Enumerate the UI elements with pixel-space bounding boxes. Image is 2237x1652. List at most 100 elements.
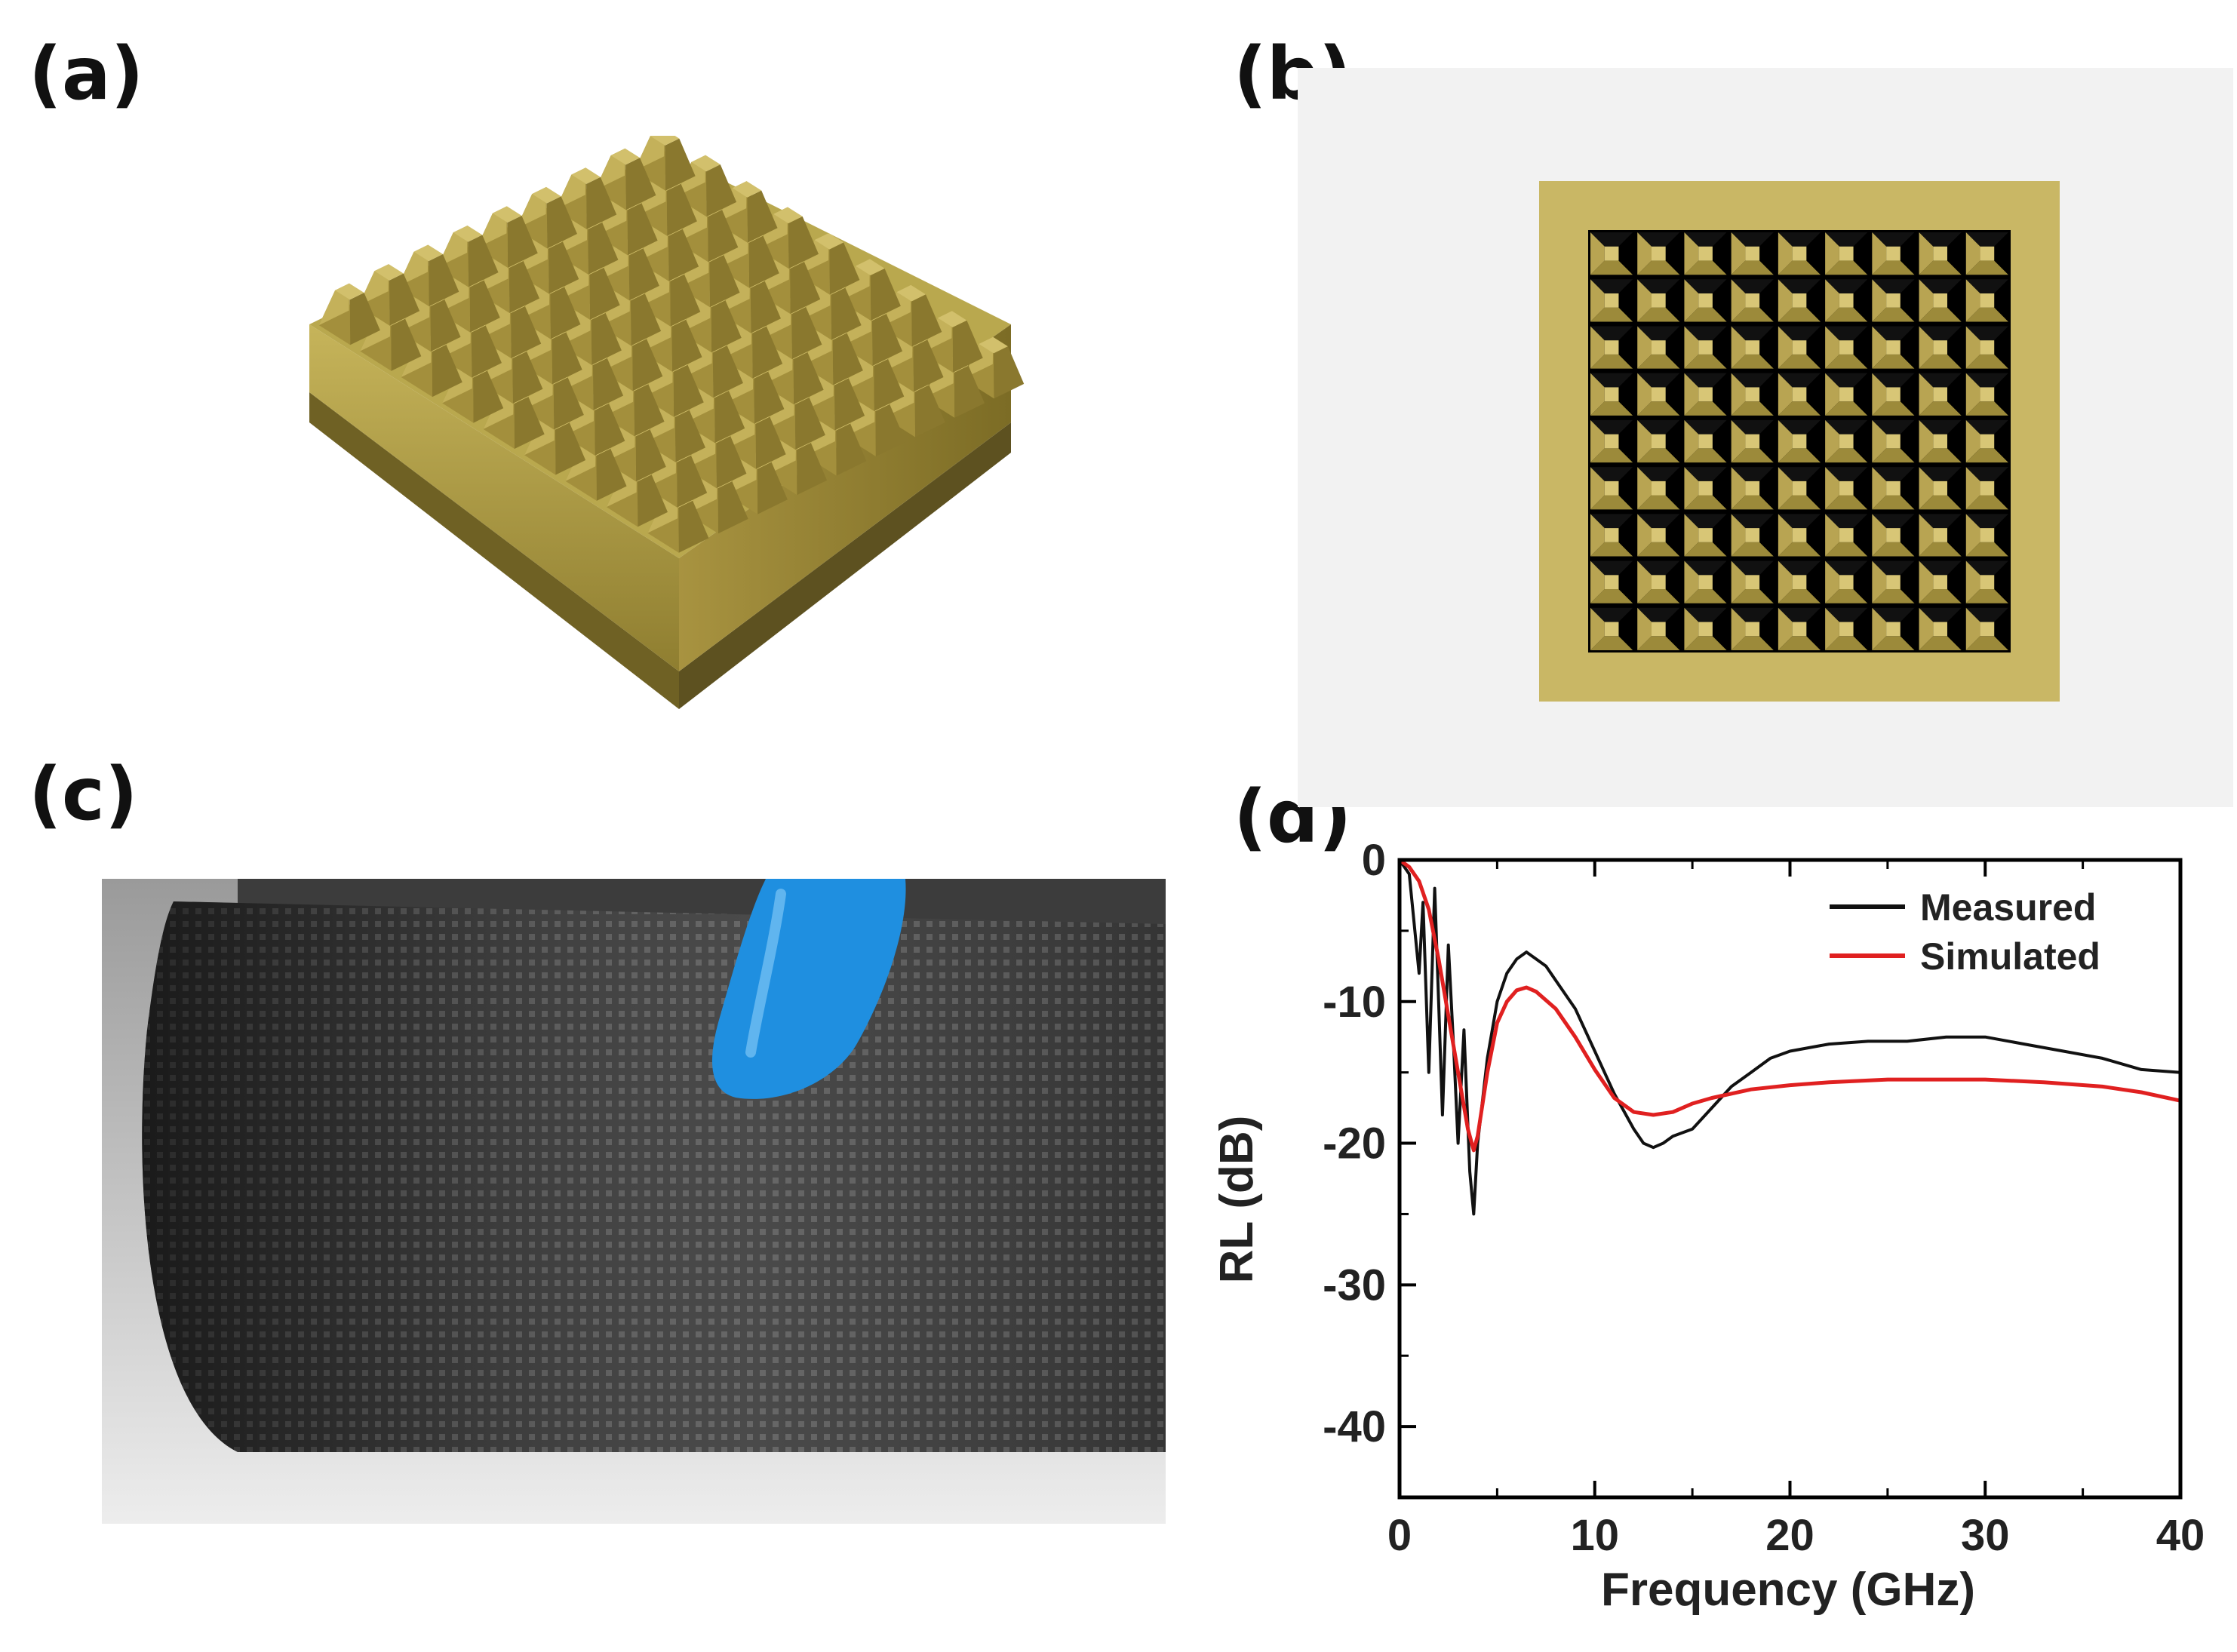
series-line-simulated [1398,858,2181,1153]
top-view-cell [1590,514,1633,557]
top-view-cell [1684,232,1727,275]
top-view-cell [1872,373,1915,416]
panel-label-a: (a) [29,32,144,116]
top-view-cell [1825,232,1868,275]
top-view-cell [1778,419,1821,463]
top-view-cell [1731,279,1774,322]
blue-gloved-finger [711,879,906,1099]
top-view-cell [1919,419,1962,463]
top-view-cell [1731,326,1774,369]
pyramid-element [398,244,459,307]
top-view-cell [1731,419,1774,463]
top-view-cell [1965,326,2008,369]
legend-label-simulated: Simulated [1920,935,2100,978]
top-view-cell [1919,232,1962,275]
pyramid-element [515,186,577,249]
chart-axes: 0 10 20 30 40 0 -10 -20 -30 -40 [1323,837,2205,1560]
top-view-cell [1825,326,1868,369]
top-view-cell [1919,373,1962,416]
top-view-cell [1731,373,1774,416]
top-view-cell [1872,232,1915,275]
top-view-cell [1637,560,1680,603]
top-view-cell [1872,514,1915,557]
top-view-cell [1637,467,1680,510]
top-view-cell [1778,560,1821,603]
pyramid-element [555,167,617,229]
x-tick-label: 10 [1570,1511,1619,1560]
top-view-cell [1637,373,1680,416]
top-view-cell [1637,232,1680,275]
top-view-cell [1684,373,1727,416]
x-tick-label: 40 [2156,1511,2205,1560]
top-view-cell [1684,467,1727,510]
top-view-cell [1872,419,1915,463]
top-view-cell [1778,373,1821,416]
panel-d-return-loss-chart: 0 10 20 30 40 0 -10 -20 -30 -40 Measured Simulated… [1211,837,2205,1616]
top-view-cell [1778,232,1821,275]
y-tick-label: -40 [1323,1402,1386,1451]
top-view-cell [1965,419,2008,463]
top-view-cell [1590,373,1633,416]
panel-label-c: (c) [29,752,138,837]
top-view-cell [1731,232,1774,275]
y-tick-label: -30 [1323,1260,1386,1310]
y-axis-title: RL (dB) [1211,1116,1263,1284]
chart-series [1398,858,2181,1216]
top-view-cell [1778,279,1821,322]
sheet-curvature-shading [142,901,1166,1452]
top-view-cell [1919,607,1962,650]
pyramid-element [634,136,696,191]
top-view-cell [1825,560,1868,603]
top-view-cell [1919,467,1962,510]
top-view-cell [1965,607,2008,650]
top-view-cell [1731,607,1774,650]
top-view-cell [1590,607,1633,650]
top-view-cell [1825,279,1868,322]
top-view-cell [1825,419,1868,463]
panel-b-absorber-top-view [1298,68,2233,807]
top-view-cell [1965,467,2008,510]
top-view-cell [1919,514,1962,557]
top-view-cell [1919,326,1962,369]
y-tick-label: 0 [1362,837,1386,885]
top-view-cell [1965,373,2008,416]
legend-label-measured: Measured [1920,886,2096,929]
pyramid-element [595,148,656,210]
top-view-cell [1965,560,2008,603]
top-view-cell [1825,514,1868,557]
top-view-cell [1731,514,1774,557]
top-view-cell [1778,326,1821,369]
top-view-cell [1872,467,1915,510]
absorber-front-face [309,324,679,671]
x-tick-label: 0 [1387,1511,1412,1560]
top-view-cell [1872,279,1915,322]
top-view-cell [1684,514,1727,557]
pyramid-element [798,232,860,295]
top-view-cell [1590,467,1633,510]
top-view-cell [1965,514,2008,557]
top-view-cell [1637,326,1680,369]
top-view-cell [1825,467,1868,510]
top-view-cell [1872,607,1915,650]
top-view-cell [1637,607,1680,650]
pyramid-grid [318,136,1025,553]
top-view-cell [1919,560,1962,603]
top-view-cell [1965,232,2008,275]
top-view-cell [1590,560,1633,603]
top-view-cell [1872,560,1915,603]
absorber-base-front-face [309,392,679,709]
top-view-cell [1965,279,2008,322]
top-view-cell [1778,607,1821,650]
top-view-cell [1825,373,1868,416]
top-view-cell [1778,467,1821,510]
top-view-cell [1590,279,1633,322]
pyramid-element [358,264,420,326]
absorber-top-view-cell-grid [1588,230,2011,653]
top-view-cell [1731,467,1774,510]
top-view-cell [1684,607,1727,650]
pyramid-element [437,225,499,287]
top-view-cell [1778,514,1821,557]
top-view-cell [1590,326,1633,369]
chart-legend: Measured Simulated [1830,886,2100,978]
top-view-cell [1637,514,1680,557]
